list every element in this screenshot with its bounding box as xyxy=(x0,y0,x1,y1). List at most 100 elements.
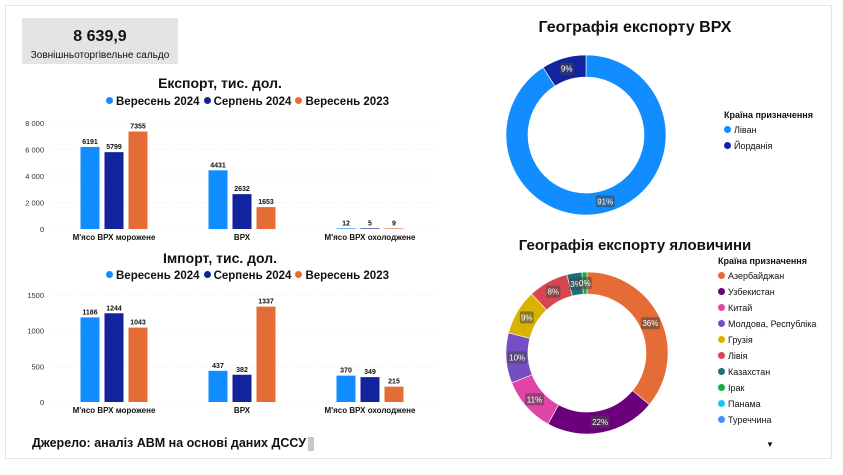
legend-item[interactable]: Казахстан xyxy=(718,367,816,383)
legend-dot-icon xyxy=(718,400,725,408)
legend-item[interactable]: Вересень 2023 xyxy=(295,270,389,282)
data-label: 9 xyxy=(392,220,396,227)
data-label: 1244 xyxy=(106,305,122,312)
legend-item[interactable]: Вересень 2024 xyxy=(106,270,200,282)
legend-dot-icon xyxy=(718,320,725,328)
slice-label: 11% xyxy=(527,395,542,404)
legend-item[interactable]: Вересень 2024 xyxy=(106,96,200,108)
legend-dot-icon xyxy=(718,272,725,280)
slice-label: 9% xyxy=(521,313,533,322)
pie1-legend: Країна призначення Ліван Йорданія xyxy=(724,110,813,157)
y-tick-label: 1000 xyxy=(27,327,44,336)
slice-label: 3% xyxy=(570,280,582,289)
kpi-label: Зовнішньоторгівельне сальдо xyxy=(30,50,170,61)
legend-label: Йорданія xyxy=(734,141,773,151)
legend-dot-icon xyxy=(295,97,303,105)
pie2-legend-title: Країна призначення xyxy=(718,256,807,266)
bar xyxy=(360,228,380,229)
legend-item[interactable]: Серпень 2024 xyxy=(203,96,292,108)
legend-dot-icon xyxy=(718,416,725,424)
bar xyxy=(208,170,228,229)
kpi-card[interactable]: 8 639,9 Зовнішньоторгівельне сальдо xyxy=(22,18,178,64)
data-label: 5 xyxy=(368,220,372,227)
legend-dot-icon xyxy=(718,352,725,360)
pie1-donut-chart: 91% 9% xyxy=(506,55,666,215)
legend-dot-icon xyxy=(718,304,725,312)
legend-item[interactable]: Вересень 2023 xyxy=(295,96,389,108)
data-label: 382 xyxy=(236,367,248,374)
bar xyxy=(336,375,356,402)
slice-label: 22% xyxy=(592,418,608,427)
slice-label: 8% xyxy=(547,288,559,297)
legend-label: Узбекистан xyxy=(728,287,775,297)
legend-dot-icon xyxy=(106,97,113,105)
legend-item[interactable]: Туреччина xyxy=(718,415,816,431)
import-chart-legend: Вересень 2024 Серпень 2024 Вересень 2023 xyxy=(106,270,393,282)
bar xyxy=(232,194,252,229)
x-category-label: М'ясо ВРХ морожене xyxy=(73,233,156,242)
slice-label: 36% xyxy=(642,319,658,328)
import-chart-title: Імпорт, тис. дол. xyxy=(162,250,278,266)
y-tick-label: 6 000 xyxy=(25,146,44,155)
legend-label: Панама xyxy=(728,399,761,409)
legend-label: Туреччина xyxy=(728,415,772,425)
legend-item[interactable]: Ліван xyxy=(724,125,813,141)
y-tick-label: 8 000 xyxy=(25,119,44,128)
legend-item[interactable]: Грузія xyxy=(718,335,816,351)
data-label: 4431 xyxy=(210,162,226,169)
legend-dot-icon xyxy=(203,97,211,105)
pie1-title: Географія експорту ВРХ xyxy=(538,19,732,36)
legend-dot-icon xyxy=(718,336,725,344)
legend-label: Казахстан xyxy=(728,367,771,377)
data-label: 1186 xyxy=(82,309,97,316)
data-label: 6191 xyxy=(82,139,98,146)
legend-label: Вересень 2023 xyxy=(305,270,389,282)
data-label: 12 xyxy=(342,220,350,227)
bar xyxy=(384,386,404,402)
legend-item[interactable]: Лівія xyxy=(718,351,816,367)
slice-label-bg xyxy=(590,415,610,428)
text-cursor xyxy=(308,436,315,451)
bar xyxy=(104,313,124,402)
donut-slice xyxy=(586,272,668,406)
data-label: 1653 xyxy=(258,199,274,206)
dashboard-frame xyxy=(5,5,832,459)
legend-item[interactable]: Серпень 2024 xyxy=(203,270,291,282)
legend-item[interactable]: Ірак xyxy=(718,383,816,399)
x-category-label: М'ясо ВРХ морожене xyxy=(73,406,156,415)
kpi-value: 8 639,9 xyxy=(73,28,127,45)
export-chart-legend: Вересень 2024 Серпень 2024 Вересень 2023 xyxy=(106,96,393,108)
legend-label: Азербайджан xyxy=(728,271,785,281)
legend-label: Лівія xyxy=(728,351,748,361)
data-label: 437 xyxy=(212,363,224,370)
legend-item[interactable]: Узбекистан xyxy=(718,287,816,303)
legend-dot-icon xyxy=(718,384,725,392)
legend-item[interactable]: Китай xyxy=(718,303,816,319)
legend-label: Грузія xyxy=(728,335,753,345)
slice-label: 10% xyxy=(509,353,525,362)
slice-label-bg xyxy=(546,285,561,298)
legend-label: Ірак xyxy=(728,383,745,393)
slice-label-bg xyxy=(640,317,660,330)
data-label: 7355 xyxy=(130,124,146,131)
chevron-down-icon[interactable]: ▼ xyxy=(766,440,774,449)
legend-item[interactable]: Молдова, Республіка xyxy=(718,319,816,335)
legend-label: Китай xyxy=(728,303,753,313)
bar xyxy=(384,228,404,229)
y-tick-label: 4 000 xyxy=(25,172,44,181)
legend-label: Серпень 2024 xyxy=(213,96,292,108)
legend-item[interactable]: Азербайджан xyxy=(718,271,816,287)
slice-label-bg xyxy=(507,351,527,364)
legend-dot-icon xyxy=(295,271,303,279)
legend-item[interactable]: Йорданія xyxy=(724,141,813,157)
bar xyxy=(232,374,252,402)
legend-label: Ліван xyxy=(734,125,757,135)
data-label: 215 xyxy=(388,379,400,386)
slice-label: 9% xyxy=(561,65,573,74)
export-chart-title: Експорт, тис. дол. xyxy=(158,75,282,91)
bar xyxy=(208,370,228,402)
bar xyxy=(360,377,380,402)
legend-item[interactable]: Панама xyxy=(718,399,816,415)
slice-label-bg xyxy=(577,277,592,290)
source-note: Джерело: аналіз АВМ на основі даних ДССУ xyxy=(32,436,315,451)
